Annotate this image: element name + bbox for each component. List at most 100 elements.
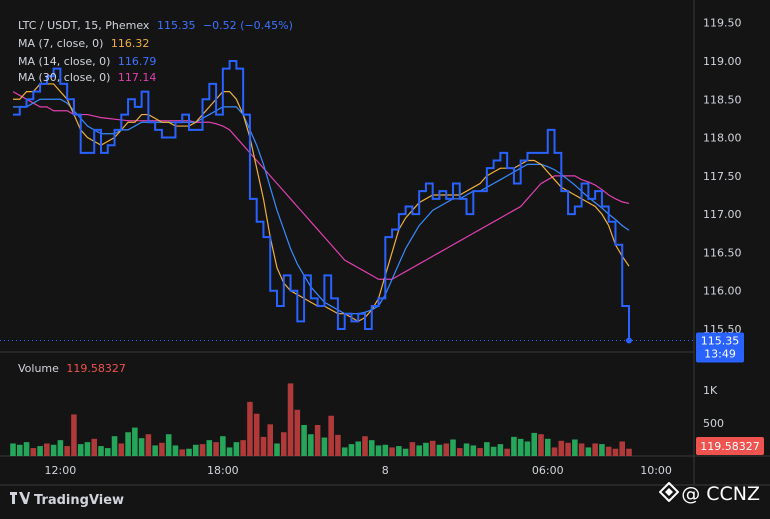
price-tag-value: 115.35 (701, 335, 740, 348)
volume-tick-label: 1K (703, 384, 718, 397)
volume-bar (517, 438, 524, 456)
ma7-line (13, 83, 630, 323)
time-tick-label: 06:00 (532, 464, 564, 477)
volume-bar (504, 448, 510, 456)
volume-bar (544, 438, 551, 456)
last-price: 115.35 (156, 19, 196, 32)
volume-bar (314, 424, 321, 456)
tradingview-logo-icon (10, 492, 30, 508)
ma14-label: MA (14, close, 0) (18, 55, 111, 68)
volume-bar (199, 444, 206, 456)
volume-bar (132, 427, 138, 456)
legend-volume-row[interactable]: Volume 119.58327 (18, 362, 130, 375)
brand-watermark: @ CCNZ (658, 481, 760, 507)
volume-bar (145, 434, 152, 456)
price-tick-label: 119.50 (703, 17, 742, 30)
volume-bar (599, 444, 605, 456)
volume-bar (321, 437, 328, 456)
price-tick-label: 117.50 (703, 170, 742, 183)
price-tick-label: 118.00 (703, 132, 742, 145)
ma30-line (12, 91, 630, 280)
legend-ma7-row[interactable]: MA (7, close, 0) 116.32 (18, 37, 153, 50)
volume-bar (396, 446, 402, 456)
volume-bar (612, 448, 619, 456)
volume-bar (247, 401, 253, 456)
volume-bar (429, 440, 436, 456)
volume-bar (389, 447, 395, 456)
volume-bar (423, 442, 429, 456)
volume-bar (280, 432, 287, 456)
volume-label: Volume (18, 362, 59, 375)
volume-bar (585, 447, 592, 456)
volume-bar (118, 443, 125, 456)
volume-bar (91, 438, 98, 456)
volume-bar (456, 448, 463, 456)
volume-tick-label: 500 (703, 417, 724, 430)
volume-bar (37, 446, 43, 456)
volume-bar (497, 444, 504, 456)
volume-bar (511, 436, 517, 456)
legend-ma14-row[interactable]: MA (14, close, 0) 116.79 (18, 55, 160, 68)
price-tick-label: 119.00 (703, 55, 742, 68)
volume-bar (470, 445, 477, 456)
tradingview-label: TradingView (34, 493, 125, 508)
volume-bar (436, 444, 443, 456)
volume-bar (30, 448, 37, 456)
volume-bar (206, 440, 213, 456)
volume-bar (253, 413, 260, 456)
volume-bar (362, 436, 368, 456)
volume-bar (125, 432, 131, 456)
volume-bar (565, 442, 571, 456)
axes: 119.50 119.00 118.50 118.00 117.50 117.00 116.… (45, 17, 742, 477)
volume-bar (152, 445, 158, 456)
volume-bar (260, 436, 267, 456)
volume-bar (267, 424, 274, 456)
volume-bar (192, 444, 199, 456)
time-tick-label: 8 (382, 464, 389, 477)
volume-bar (138, 438, 145, 456)
price-lines (0, 59, 694, 344)
price-line (13, 59, 630, 341)
volume-bar (186, 448, 192, 456)
volume-bar (375, 445, 382, 456)
volume-bar (165, 434, 172, 456)
volume-bar (402, 448, 409, 456)
volume-bar (348, 444, 355, 456)
volume-bar (626, 448, 632, 456)
volume-bar (572, 439, 578, 456)
volume-bar (159, 442, 165, 456)
time-tick-label: 12:00 (45, 464, 77, 477)
volume-bar (538, 434, 544, 456)
legend-symbol-row: LTC / USDT, 15, Phemex 115.35 −0.52 (−0.… (18, 19, 297, 32)
volume-bar (490, 446, 497, 456)
brand-diamond-icon (658, 481, 680, 507)
volume-bar (44, 443, 50, 456)
legend-ma30-row[interactable]: MA (30, close, 0) 117.14 (18, 71, 160, 84)
ma30-label: MA (30, close, 0) (18, 71, 111, 84)
volume-bar (84, 442, 91, 456)
volume-bar (274, 443, 280, 456)
ma7-label: MA (7, close, 0) (18, 37, 104, 50)
volume-bar (233, 442, 240, 456)
price-tag-box (696, 332, 744, 363)
volume-bar (308, 434, 314, 456)
price-tick-label: 118.50 (703, 93, 742, 106)
volume-bar (16, 444, 23, 456)
volume-bar (463, 443, 470, 456)
volume-bar (592, 443, 598, 456)
volume-bar (524, 441, 531, 456)
volume-bar (450, 439, 456, 456)
volume-bar (409, 442, 416, 456)
price-change: −0.52 (−0.45%) (202, 19, 293, 32)
price-tag-countdown: 13:49 (704, 348, 736, 361)
volume-value: 119.58327 (66, 362, 126, 375)
tradingview-watermark[interactable]: TradingView (10, 492, 124, 508)
volume-bar (111, 436, 118, 456)
symbol-label[interactable]: LTC / USDT, 15, Phemex (18, 19, 150, 32)
volume-bar (578, 443, 585, 456)
ma7-value: 116.32 (110, 37, 150, 50)
volume-bar (355, 441, 362, 456)
volume-bar (220, 436, 226, 456)
volume-bar (551, 447, 558, 456)
